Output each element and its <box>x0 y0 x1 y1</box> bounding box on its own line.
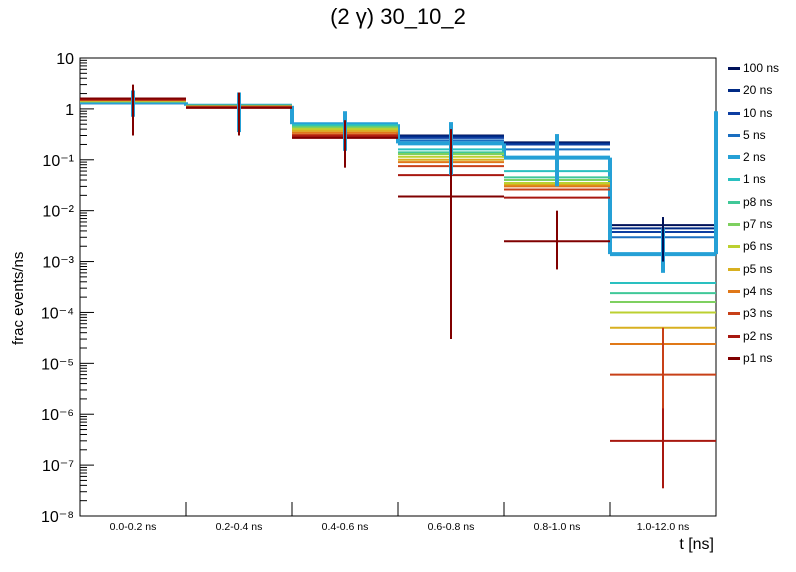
legend: 100 ns 20 ns 10 ns 5 ns 2 ns 1 ns p8 ns p7 ns p6… <box>725 60 795 372</box>
legend-swatch <box>728 334 740 338</box>
legend-swatch <box>728 267 740 271</box>
y-tick-label: 10⁻⁴ <box>41 305 74 322</box>
legend-item: 5 ns <box>725 127 795 149</box>
y-axis-label: frac events/ns <box>10 251 27 345</box>
legend-swatch <box>728 312 740 316</box>
legend-swatch <box>728 245 740 249</box>
x-tick-label: 0.2-0.4 ns <box>216 521 263 533</box>
legend-swatch <box>728 67 740 70</box>
legend-label: 100 ns <box>743 61 780 75</box>
x-tick-label: 0.6-0.8 ns <box>428 521 475 533</box>
legend-label: p2 ns <box>743 328 773 343</box>
legend-label: p1 ns <box>743 350 773 365</box>
y-tick-label: 10⁻⁶ <box>41 407 74 424</box>
x-tick-label: 0.0-0.2 ns <box>110 521 157 533</box>
legend-swatch <box>728 223 740 227</box>
chart-title: (2 γ) 30_10_2 <box>330 4 466 29</box>
legend-label: p4 ns <box>743 283 773 298</box>
y-tick-label: 10⁻⁷ <box>42 458 74 475</box>
y-tick-label: 10⁻⁸ <box>41 509 74 526</box>
legend-label: p6 ns <box>743 239 773 254</box>
y-tick-label: 10⁻² <box>42 204 74 221</box>
legend-item: p5 ns <box>725 261 795 283</box>
x-tick-label: 0.4-0.6 ns <box>322 521 369 533</box>
x-axis-label: t [ns] <box>679 536 714 553</box>
legend-swatch <box>728 200 740 204</box>
legend-item: p8 ns <box>725 194 795 216</box>
legend-label: 1 ns <box>743 172 766 187</box>
legend-item: p2 ns <box>725 328 795 350</box>
legend-swatch <box>728 111 740 115</box>
legend-item: p1 ns <box>725 350 795 372</box>
y-tick-label: 10⁻¹ <box>42 153 74 170</box>
legend-label: p3 ns <box>743 306 773 321</box>
legend-swatch <box>728 289 740 293</box>
legend-item: 2 ns <box>725 149 795 171</box>
legend-label: 10 ns <box>743 105 773 120</box>
legend-swatch <box>728 178 740 182</box>
y-tick-label: 1 <box>65 102 74 119</box>
legend-item: p3 ns <box>725 305 795 327</box>
y-tick-label: 10 <box>56 51 74 68</box>
legend-label: p8 ns <box>743 194 773 209</box>
legend-swatch <box>728 133 740 137</box>
legend-item: p6 ns <box>725 238 795 260</box>
y-tick-label: 10⁻⁵ <box>41 356 74 373</box>
legend-item: 20 ns <box>725 82 795 104</box>
legend-swatch <box>728 155 740 160</box>
legend-swatch <box>728 356 740 360</box>
legend-label: 20 ns <box>743 83 773 98</box>
legend-item: p4 ns <box>725 283 795 305</box>
legend-label: p5 ns <box>743 261 773 276</box>
legend-label: 2 ns <box>743 150 766 165</box>
legend-swatch <box>728 89 740 93</box>
legend-item: 10 ns <box>725 105 795 127</box>
x-tick-label: 1.0-12.0 ns <box>637 521 690 533</box>
x-tick-label: 0.8-1.0 ns <box>534 521 581 533</box>
legend-item: 100 ns <box>725 60 795 82</box>
legend-label: 5 ns <box>743 127 766 142</box>
legend-label: p7 ns <box>743 217 773 232</box>
legend-item: 1 ns <box>725 171 795 193</box>
y-tick-label: 10⁻³ <box>42 255 74 272</box>
legend-item: p7 ns <box>725 216 795 238</box>
